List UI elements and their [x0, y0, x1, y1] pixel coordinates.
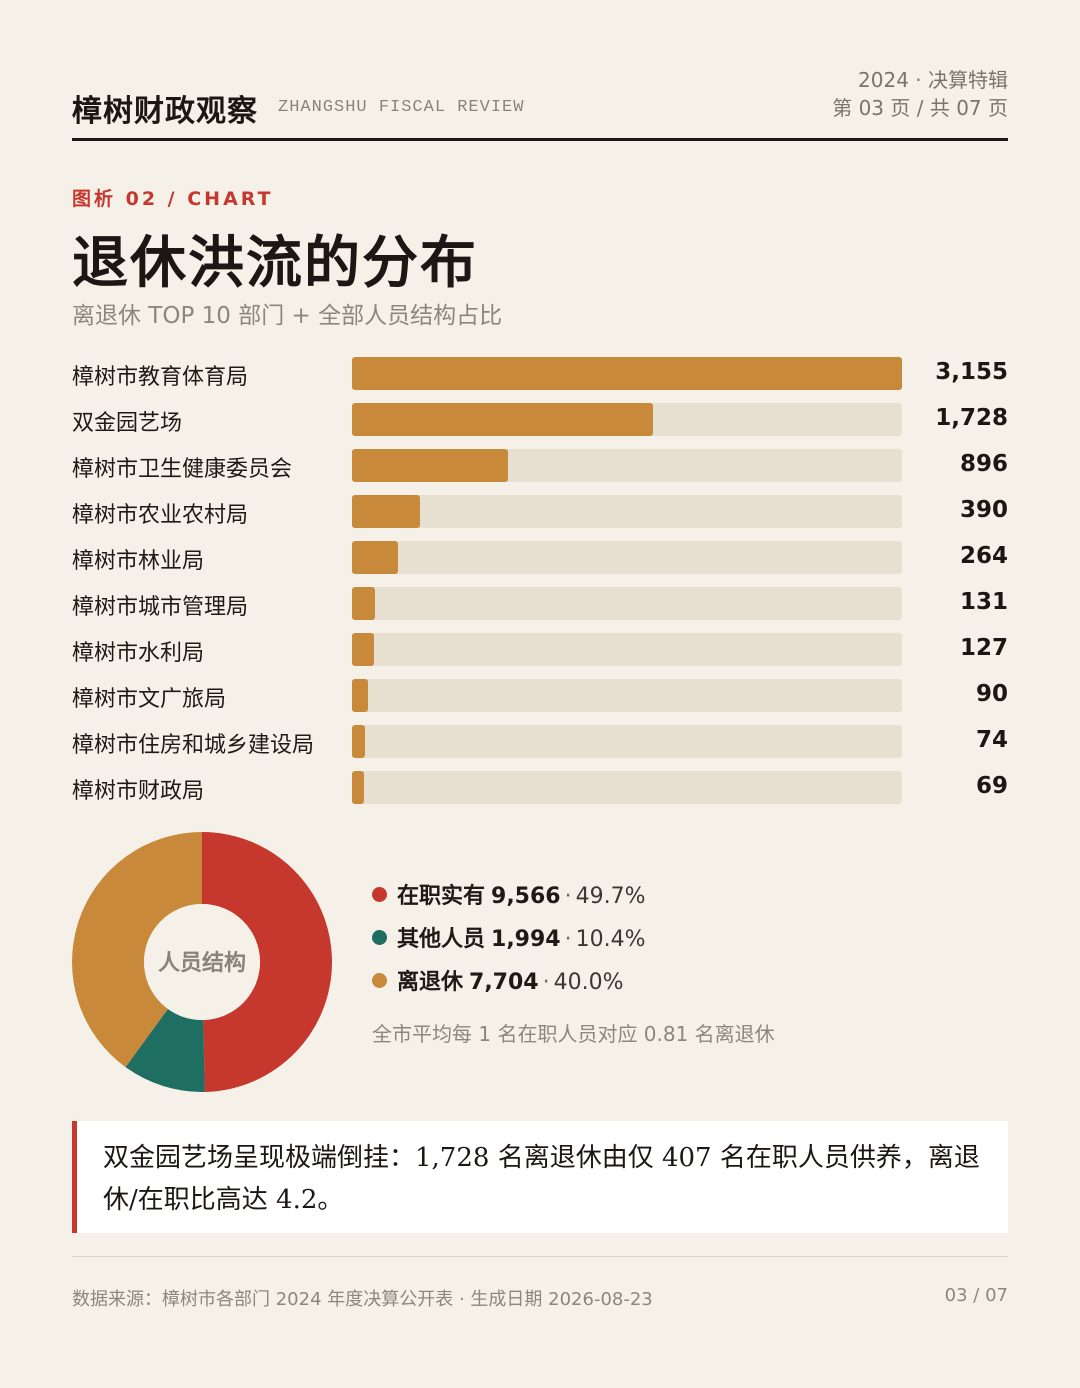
masthead: 樟树财政观察 ZHANGSHU FISCAL REVIEW 2024 · 决算特… [72, 66, 1008, 141]
brand-subtitle: ZHANGSHU FISCAL REVIEW [278, 98, 525, 117]
donut-slice [72, 832, 202, 1068]
bar-value-label: 69 [975, 773, 1008, 799]
legend-name: 离退休 [397, 970, 464, 995]
bar [352, 633, 375, 666]
page-number: 03 / 07 [944, 1285, 1008, 1306]
bar-value-label: 127 [959, 635, 1008, 661]
legend-value: 9,566 [491, 884, 561, 909]
bar-track [352, 771, 902, 804]
issue-label: 2024 · 决算特辑 [858, 68, 1008, 92]
bar [352, 679, 368, 712]
legend-swatch [372, 930, 387, 945]
figure-subtitle: 离退休 TOP 10 部门 + 全部人员结构占比 [72, 303, 503, 329]
bar-track [352, 357, 902, 390]
page: 樟树财政观察 ZHANGSHU FISCAL REVIEW 2024 · 决算特… [72, 0, 1008, 1388]
bar-category-label: 樟树市住房和城乡建设局 [72, 733, 315, 758]
bar-category-label: 樟树市文广旅局 [72, 687, 227, 712]
legend-separator: · [564, 927, 572, 952]
bar-row: 樟树市教育体育局 3,155 [72, 350, 1008, 396]
bar-track [352, 587, 902, 620]
bar [352, 587, 375, 620]
legend-value: 1,994 [491, 927, 561, 952]
bar-category-label: 樟树市城市管理局 [72, 595, 249, 620]
bar [352, 541, 399, 574]
bar [352, 403, 654, 436]
bar-track [352, 725, 902, 758]
legend-value: 7,704 [469, 970, 539, 995]
donut-hole [144, 904, 260, 1020]
bar-category-label: 樟树市卫生健康委员会 [72, 457, 293, 482]
bar-value-label: 896 [959, 451, 1008, 477]
donut-legend: 在职实有 9,566 · 49.7% 其他人员 1,994 · 10.4% 离退休 7,704 · 4… [372, 878, 646, 1007]
bar-track [352, 541, 902, 574]
bar-row: 双金园艺场 1,728 [72, 396, 1008, 442]
bar-row: 樟树市林业局 264 [72, 534, 1008, 580]
bar-track [352, 403, 902, 436]
bar-value-label: 1,728 [935, 405, 1008, 431]
bar-row: 樟树市财政局 69 [72, 764, 1008, 810]
bar-track [352, 633, 902, 666]
bar-row: 樟树市住房和城乡建设局 74 [72, 718, 1008, 764]
legend-swatch [372, 973, 387, 988]
bar [352, 771, 365, 804]
legend-item: 离退休 7,704 · 40.0% [372, 964, 646, 1007]
bar-track [352, 449, 902, 482]
brand-title: 樟树财政观察 [72, 94, 258, 129]
bar-row: 樟树市卫生健康委员会 896 [72, 442, 1008, 488]
footer: 数据来源：樟树市各部门 2024 年度决算公开表 · 生成日期 2026-08-… [72, 1256, 1008, 1310]
bar-row: 樟树市城市管理局 131 [72, 580, 1008, 626]
bar-row: 樟树市文广旅局 90 [72, 672, 1008, 718]
bar [352, 449, 509, 482]
data-source: 数据来源：樟树市各部门 2024 年度决算公开表 · 生成日期 2026-08-… [72, 1289, 653, 1310]
callout-box: 双金园艺场呈现极端倒挂：1,728 名离退休由仅 407 名在职人员供养，离退休… [72, 1121, 1008, 1233]
bar-category-label: 樟树市农业农村局 [72, 503, 249, 528]
bar [352, 495, 420, 528]
donut-center-label: 人员结构 [158, 950, 246, 976]
bar-track [352, 679, 902, 712]
legend-name: 在职实有 [397, 884, 486, 909]
legend-separator: · [564, 884, 572, 909]
bar-value-label: 264 [959, 543, 1008, 569]
bar-value-label: 90 [975, 681, 1008, 707]
bar-category-label: 樟树市教育体育局 [72, 365, 249, 390]
bar-category-label: 樟树市财政局 [72, 779, 205, 804]
legend-separator: · [542, 970, 550, 995]
donut-slice [125, 1008, 205, 1092]
callout-text: 双金园艺场呈现极端倒挂：1,728 名离退休由仅 407 名在职人员供养，离退休… [103, 1143, 980, 1215]
ratio-note: 全市平均每 1 名在职人员对应 0.81 名离退休 [372, 1022, 775, 1046]
figure-kicker: 图析 02 / CHART [72, 188, 274, 210]
bar-category-label: 双金园艺场 [72, 411, 183, 436]
bar-value-label: 3,155 [935, 359, 1008, 385]
bar-category-label: 樟树市林业局 [72, 549, 205, 574]
legend-percent: 10.4% [575, 927, 646, 952]
page-info: 第 03 页 / 共 07 页 [832, 96, 1008, 120]
bar-category-label: 樟树市水利局 [72, 641, 205, 666]
donut-slice [202, 832, 332, 1092]
bar-value-label: 390 [959, 497, 1008, 523]
legend-item: 其他人员 1,994 · 10.4% [372, 921, 646, 964]
bar [352, 725, 365, 758]
bar-row: 樟树市水利局 127 [72, 626, 1008, 672]
bar-row: 樟树市农业农村局 390 [72, 488, 1008, 534]
legend-item: 在职实有 9,566 · 49.7% [372, 878, 646, 921]
legend-percent: 49.7% [575, 884, 646, 909]
bar [352, 357, 902, 390]
issue-meta: 2024 · 决算特辑 第 03 页 / 共 07 页 [832, 66, 1008, 122]
donut-chart: 人员结构 [72, 832, 332, 1092]
legend-name: 其他人员 [397, 927, 486, 952]
bar-track [352, 495, 902, 528]
legend-percent: 40.0% [553, 970, 624, 995]
legend-swatch [372, 887, 387, 902]
bar-value-label: 74 [975, 727, 1008, 753]
bar-value-label: 131 [959, 589, 1008, 615]
figure-title: 退休洪流的分布 [72, 230, 478, 296]
